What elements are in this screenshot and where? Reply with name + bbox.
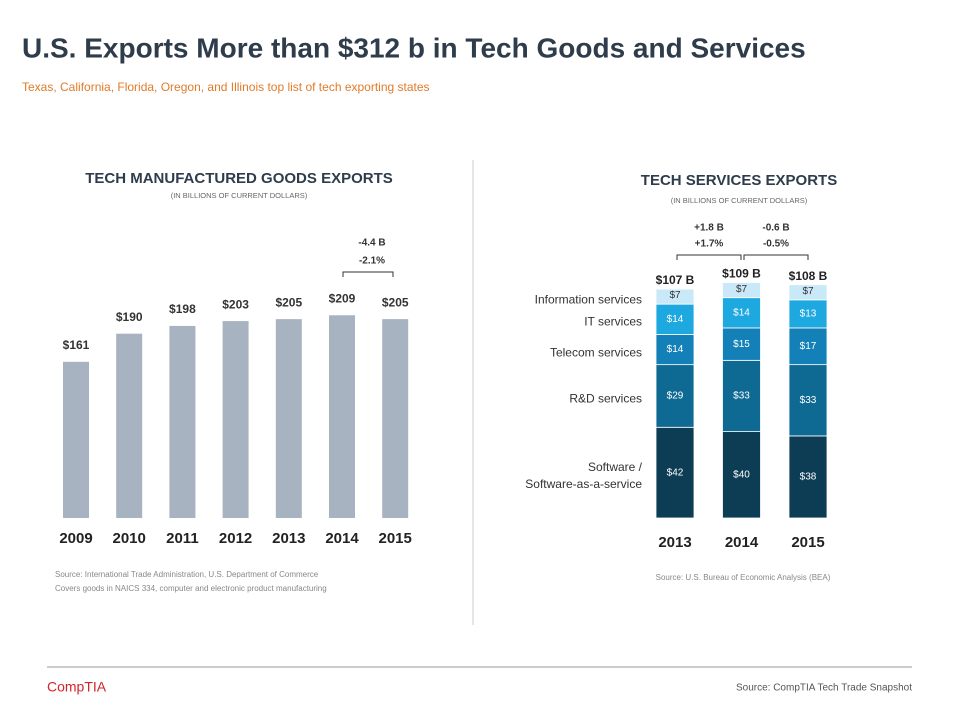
chart-title: TECH SERVICES EXPORTS	[641, 172, 837, 189]
chart-subtitle: (IN BILLIONS OF CURRENT DOLLARS)	[671, 196, 808, 205]
bar	[275, 319, 302, 518]
bar-segment	[722, 282, 761, 299]
bar-segment	[655, 426, 695, 519]
value-label: $14	[667, 314, 684, 325]
x-tick-label: 2015	[379, 530, 412, 547]
value-label: $7	[802, 286, 814, 297]
annotation: -2.1%	[359, 256, 385, 267]
x-tick-label: 2010	[113, 530, 146, 547]
value-label: $14	[733, 307, 750, 318]
bracket	[342, 271, 394, 277]
value-label: $205	[275, 295, 302, 309]
logo: CompTIA	[47, 679, 107, 695]
bar-segment	[788, 299, 828, 329]
x-tick-label: 2013	[658, 534, 691, 551]
bar	[382, 319, 409, 518]
bar-segment	[788, 435, 828, 519]
annotation: -0.5%	[763, 239, 789, 250]
bar-segment	[655, 303, 695, 335]
bar-segment	[788, 364, 828, 437]
total-label: $108 B	[789, 269, 828, 283]
subtitle: Texas, California, Florida, Oregon, and …	[22, 80, 430, 94]
bar-segment	[722, 327, 761, 361]
value-label: $7	[669, 290, 681, 301]
value-label: $29	[667, 391, 684, 402]
x-tick-label: 2009	[59, 530, 92, 547]
legend-label: Telecom services	[549, 345, 642, 360]
value-label: $33	[800, 395, 817, 406]
value-label: $17	[800, 341, 817, 352]
x-tick-label: 2014	[325, 530, 359, 547]
bracket	[676, 254, 742, 260]
legend-label: IT services	[584, 314, 642, 329]
value-label: $33	[733, 391, 750, 402]
annotation: +1.7%	[695, 239, 724, 250]
bar	[116, 333, 143, 518]
value-label: $205	[382, 295, 409, 309]
legend-label: R&D services	[569, 391, 642, 406]
value-label: $40	[733, 469, 750, 480]
value-label: $161	[63, 338, 90, 352]
source: Source: International Trade Administrati…	[55, 570, 319, 579]
value-label: $15	[733, 339, 750, 350]
bar-segment	[788, 284, 828, 301]
bracket	[743, 254, 809, 260]
bar-segment	[722, 297, 761, 329]
value-label: $38	[800, 472, 817, 483]
value-label: $209	[329, 291, 356, 305]
value-label: $42	[667, 467, 684, 478]
value-label: $198	[169, 302, 196, 316]
value-label: $13	[800, 309, 817, 320]
source: Source: U.S. Bureau of Economic Analysis…	[656, 573, 831, 582]
value-label: $203	[222, 297, 249, 311]
chart-subtitle: (IN BILLIONS OF CURRENT DOLLARS)	[171, 191, 308, 200]
chart-title: TECH MANUFACTURED GOODS EXPORTS	[85, 170, 393, 187]
bar	[329, 315, 355, 518]
annotation: -4.4 B	[358, 238, 385, 249]
footer-source: Source: CompTIA Tech Trade Snapshot	[736, 683, 912, 694]
x-tick-label: 2014	[725, 534, 759, 551]
bar	[222, 321, 249, 518]
legend-label: Software / Software-as-a-service	[525, 459, 642, 491]
bar	[169, 325, 196, 518]
value-label: $190	[116, 310, 143, 324]
source: Covers goods in NAICS 334, computer and …	[55, 584, 327, 593]
bar-segment	[655, 364, 695, 428]
legend-label: Information services	[534, 292, 642, 307]
x-tick-label: 2011	[166, 530, 199, 547]
bar-segment	[722, 431, 761, 519]
x-tick-label: 2015	[791, 534, 824, 551]
x-tick-label: 2013	[272, 530, 305, 547]
value-label: $7	[736, 284, 748, 295]
annotation: -0.6 B	[762, 223, 789, 234]
bar	[63, 361, 89, 518]
total-label: $107 B	[656, 273, 695, 287]
bar-segment	[722, 359, 761, 433]
total-label: $109 B	[722, 267, 761, 281]
value-label: $14	[667, 344, 684, 355]
bar-segment	[655, 288, 695, 305]
title: U.S. Exports More than $312 b in Tech Go…	[22, 32, 806, 63]
x-tick-label: 2012	[219, 530, 252, 547]
annotation: +1.8 B	[694, 223, 724, 234]
